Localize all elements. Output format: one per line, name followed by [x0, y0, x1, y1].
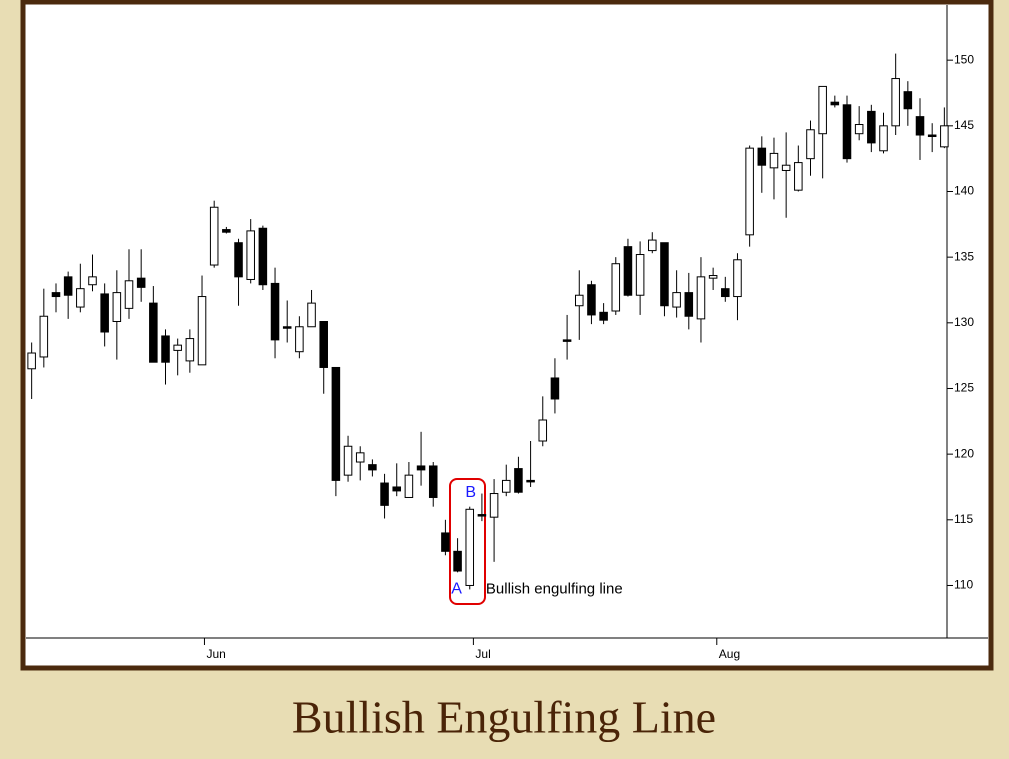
y-tick-label: 110: [954, 578, 973, 592]
candle-body: [112, 292, 122, 322]
candle-body: [769, 152, 779, 169]
candle-body: [209, 206, 219, 266]
candle-body: [63, 276, 73, 296]
candle-body: [270, 282, 280, 341]
candle-body: [307, 302, 316, 328]
candle-body: [465, 508, 475, 586]
candle-body: [197, 296, 207, 366]
candle-body: [404, 474, 414, 498]
candle-body: [708, 275, 718, 279]
candle-body: [660, 242, 669, 307]
candle-body: [562, 339, 572, 342]
y-tick-label: 115: [954, 512, 973, 526]
candle-body: [867, 110, 876, 144]
candle-body: [234, 242, 243, 278]
candle-body: [161, 335, 170, 363]
candle-body: [282, 326, 292, 329]
candle-body: [39, 315, 49, 358]
candle-body: [757, 147, 767, 166]
candle-body: [648, 239, 657, 252]
y-tick-label: 130: [954, 315, 974, 329]
candle-body: [903, 91, 913, 110]
y-tick-label: 135: [954, 249, 974, 263]
annotation: Bullish engulfing line: [486, 580, 623, 597]
candle-body: [806, 129, 815, 160]
candle-body: [173, 344, 182, 351]
chart-frame: [20, 0, 994, 671]
candle-body: [940, 125, 949, 148]
candle-body: [915, 116, 925, 136]
candle-body: [879, 125, 888, 152]
candle-body: [76, 288, 85, 308]
highlight-box: [449, 478, 486, 605]
candle-body: [368, 464, 377, 471]
candle-body: [696, 276, 706, 320]
candle-body: [100, 293, 109, 333]
candle-body: [136, 277, 146, 288]
candle-body: [477, 514, 487, 517]
candle-body: [258, 227, 268, 286]
candle-body: [246, 230, 255, 280]
candle-body: [611, 263, 621, 312]
candle-body: [392, 486, 402, 492]
candle-body: [635, 254, 645, 296]
candle-body: [550, 377, 560, 400]
annotation: A: [451, 581, 462, 598]
candle-body: [149, 302, 158, 363]
candle-body: [623, 246, 633, 296]
candle-body: [514, 468, 523, 493]
chart-title: Bullish Engulfing Line: [292, 692, 716, 743]
y-tick-label: 145: [954, 118, 974, 132]
x-tick-label: Jun: [206, 647, 225, 661]
y-tick-label: 140: [954, 184, 974, 198]
candle-body: [319, 321, 328, 368]
candle-body: [891, 78, 900, 127]
candle-body: [684, 292, 694, 317]
candle-body: [745, 147, 754, 236]
candle-body: [830, 101, 840, 106]
y-tick-label: 120: [954, 446, 974, 460]
candle-body: [355, 452, 365, 463]
y-tick-label: 150: [954, 52, 974, 66]
candle-body: [416, 465, 426, 471]
candle-body: [574, 294, 584, 307]
candle-body: [721, 288, 730, 298]
y-tick-label: 125: [954, 381, 974, 395]
candle-body: [489, 493, 499, 518]
candle-body: [794, 162, 803, 191]
candle-body: [331, 366, 341, 481]
candle-body: [672, 292, 681, 308]
candle-body: [526, 479, 535, 483]
candle-body: [818, 85, 827, 135]
candle-body: [538, 419, 548, 442]
candle-body: [599, 311, 608, 321]
annotation: B: [465, 484, 476, 501]
candle-body: [185, 338, 195, 362]
candle-body: [428, 465, 438, 498]
candle-body: [842, 104, 852, 160]
candle-body: [441, 532, 450, 552]
x-tick-label: Aug: [719, 647, 740, 661]
candle-body: [453, 550, 462, 572]
candle-body: [51, 292, 61, 298]
candle-body: [733, 259, 742, 298]
candle-body: [380, 482, 389, 506]
candle-body: [343, 445, 353, 476]
candle-body: [587, 284, 596, 316]
candle-body: [124, 280, 134, 309]
candle-body: [27, 352, 36, 370]
candle-body: [222, 229, 231, 233]
candle-body: [927, 134, 937, 138]
candle-body: [854, 124, 864, 135]
candle-body: [781, 164, 791, 171]
candle-body: [295, 326, 304, 353]
candle-body: [88, 276, 97, 286]
candle-body: [501, 479, 511, 493]
x-tick-label: Jul: [475, 647, 490, 661]
